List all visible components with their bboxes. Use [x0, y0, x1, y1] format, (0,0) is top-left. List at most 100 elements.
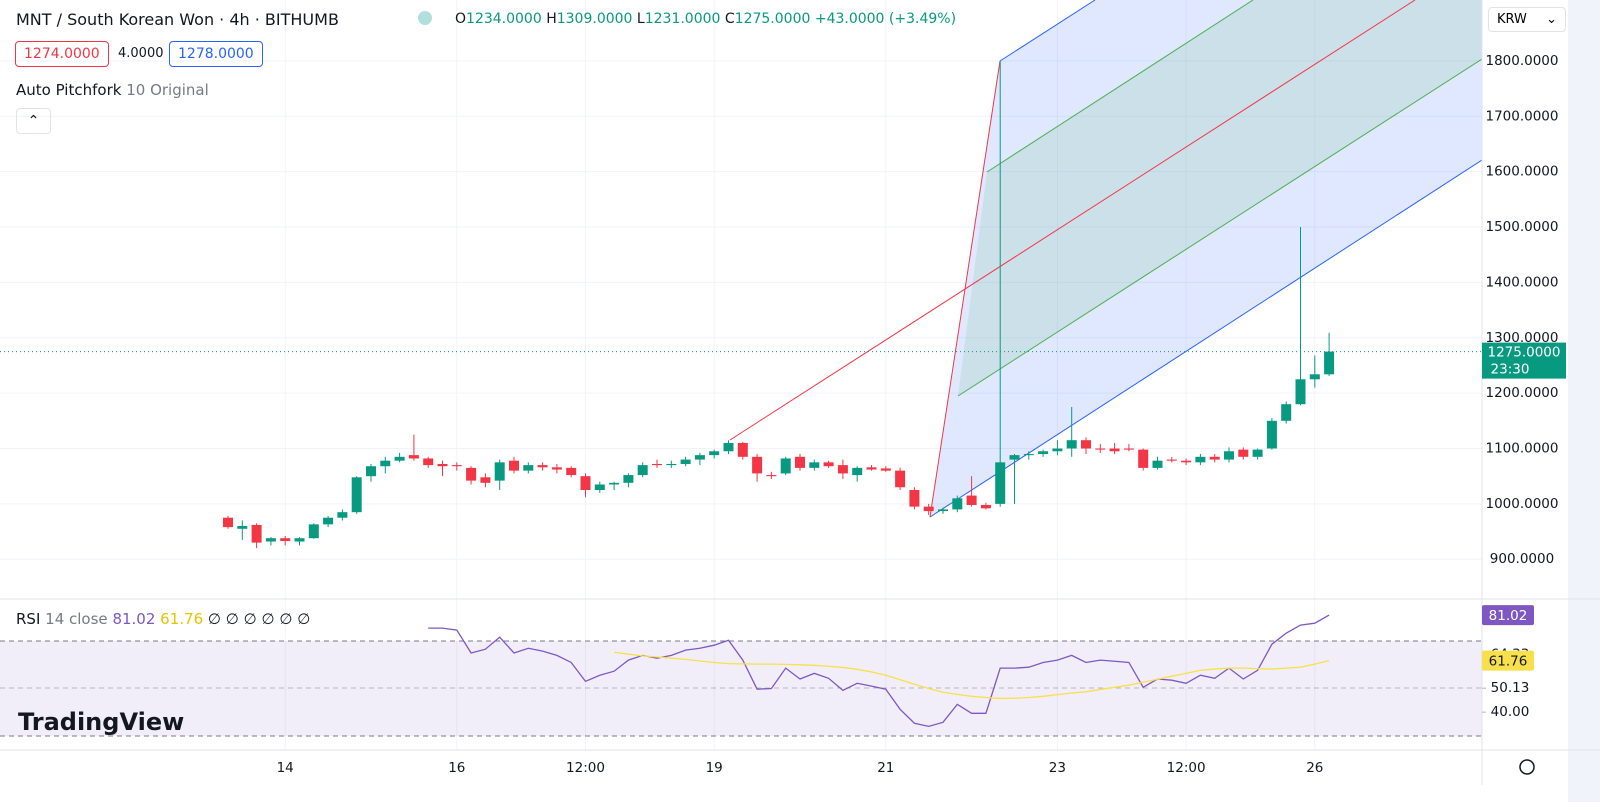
last-value-box [1482, 650, 1534, 671]
pitchfork-inner [957, 58, 1482, 397]
candle-body [1138, 449, 1149, 468]
symbol[interactable]: MNT / South Korean Won · 4h · BITHUMB [16, 10, 339, 29]
spread: 4.0000 [118, 46, 164, 61]
candle-body [923, 506, 934, 512]
rsi-empty: ∅ [279, 610, 293, 628]
candle-body [280, 538, 291, 541]
candle-body [809, 462, 820, 468]
x-tick-label: 23 [1049, 760, 1066, 776]
sell-button[interactable]: 1274.0000 [15, 41, 109, 67]
candle-body [1109, 448, 1120, 452]
x-tick-label: 19 [706, 760, 723, 776]
logo: TradingView [18, 708, 184, 736]
candle-body [780, 458, 791, 474]
y-tick-label: 1400.0000 [1485, 274, 1558, 290]
pitchfork-lower [929, 159, 1482, 518]
indicator-name: Auto Pitchfork [16, 81, 122, 99]
rsi-empty: ∅ [207, 610, 221, 628]
candle-body [394, 456, 405, 461]
candle-body [437, 464, 448, 467]
indicator[interactable]: Auto Pitchfork 10 Original [16, 81, 209, 99]
x-tick-label: 21 [877, 760, 894, 776]
candle-body [337, 512, 348, 518]
change: +43.0000 (+3.49%) [814, 11, 957, 27]
candle-body [952, 498, 963, 510]
y-tick-label: 1800.0000 [1485, 53, 1558, 69]
candle-body [909, 490, 920, 507]
rsi-legend: RSI 14 close 81.02 61.76 ∅ ∅ ∅ ∅ ∅ ∅ [16, 610, 310, 628]
ohlc-value: 1234.0000 [466, 11, 542, 27]
candle-body [823, 462, 834, 467]
candle-body [1166, 459, 1177, 461]
candle-body [523, 465, 534, 471]
candle-body [566, 467, 577, 476]
price-label: 1275.0000 [1487, 345, 1560, 361]
candle-body [795, 456, 805, 468]
candle-body [766, 475, 777, 477]
candle-body [423, 458, 434, 466]
last-value-label: 81.02 [1489, 608, 1528, 624]
pitchfork-handle [929, 60, 1001, 518]
candle-body [1195, 456, 1206, 463]
marks [0, 60, 1482, 728]
candle-body [1281, 404, 1292, 421]
candle-body [408, 455, 419, 459]
candle-body [1038, 451, 1049, 455]
candle-body [594, 484, 605, 491]
candle-body [852, 467, 863, 476]
y-tick-label: 40.00 [1491, 704, 1530, 720]
y-tick-label: 1200.0000 [1485, 385, 1558, 401]
pitchfork-inner-fill [958, 0, 1482, 396]
candle-body [895, 470, 906, 488]
currency-select[interactable]: KRW ⌄ [1488, 7, 1566, 32]
candle-body [1052, 448, 1063, 452]
rsi-empty: ∅ [297, 610, 311, 628]
candle-body [752, 456, 763, 474]
candle-body [623, 475, 634, 483]
collapse-button[interactable]: ⌃ [16, 108, 51, 134]
rsi-line [428, 614, 1330, 728]
candle-body [1181, 460, 1192, 463]
settings-icon[interactable] [1519, 759, 1535, 775]
ohlc-key: L [636, 11, 645, 27]
candle-body [251, 524, 262, 543]
candle-body [551, 467, 562, 470]
candle-body [694, 455, 705, 460]
buy-button[interactable]: 1278.0000 [169, 41, 263, 67]
countdown: 23:30 [1491, 362, 1530, 378]
candle-body [580, 476, 591, 491]
candle-body [1095, 448, 1106, 450]
candle-body [265, 538, 276, 542]
candle-body [995, 462, 1006, 504]
y-tick-label: 900.0000 [1490, 551, 1554, 567]
market-status [418, 11, 432, 25]
x-tick-label: 26 [1306, 760, 1323, 776]
candle-body [466, 467, 477, 481]
candle-body [1152, 460, 1163, 468]
rsi-value: 81.02 [112, 610, 156, 628]
candle-body [509, 460, 519, 471]
y-tick-label: 1000.0000 [1485, 496, 1558, 512]
margin [1568, 0, 1600, 802]
rsi-params: 14 close [45, 610, 108, 628]
candle-body [308, 524, 319, 539]
candle-body [323, 517, 334, 525]
x-tick-label: 14 [277, 760, 294, 776]
currency: KRW [1497, 12, 1527, 27]
y-tick-label: 1700.0000 [1485, 108, 1558, 124]
rsi-empty: ∅ [225, 610, 239, 628]
candle-body [1209, 456, 1220, 460]
x-tick-label: 12:00 [1167, 760, 1206, 776]
y-tick-label: 1600.0000 [1485, 164, 1558, 180]
ohlc-key: O [455, 11, 467, 27]
candle-body [537, 465, 548, 468]
candle-body [609, 482, 620, 485]
candle-body [1295, 379, 1306, 405]
rsi-empty: ∅ [261, 610, 275, 628]
rsi-ma-value: 61.76 [160, 610, 204, 628]
candle-body [837, 465, 848, 474]
candle-body [680, 459, 691, 465]
candle-body [1081, 440, 1091, 449]
candle-body [866, 467, 877, 470]
last-value-label: 61.76 [1489, 654, 1528, 670]
